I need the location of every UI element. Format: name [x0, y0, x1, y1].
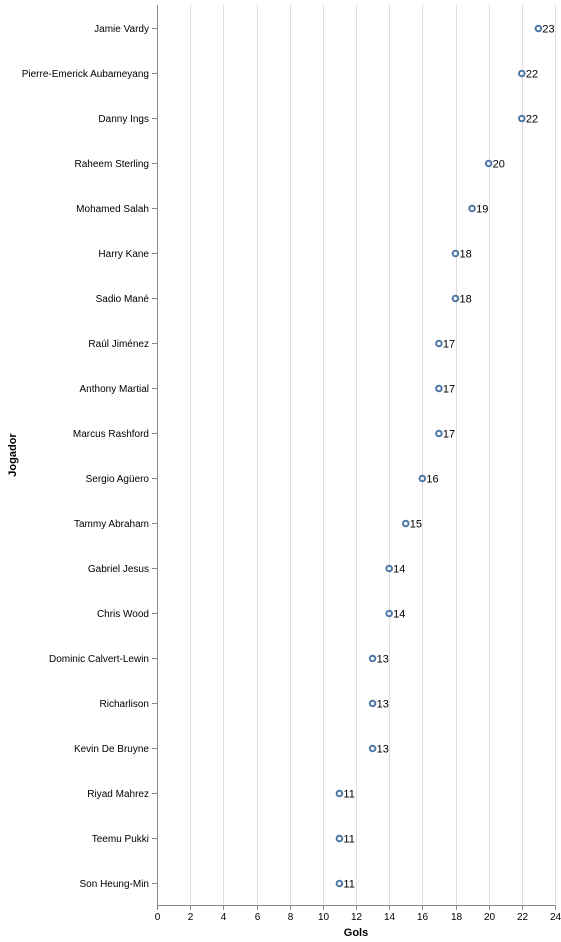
x-tick-label-2: 4 [221, 912, 227, 923]
data-label-4: 19 [476, 204, 488, 216]
y-tick-label-10: Sergio Agüero [86, 474, 150, 485]
data-point-7 [435, 339, 443, 348]
data-label-10: 16 [426, 474, 438, 486]
y-tick-label-13: Chris Wood [97, 609, 149, 620]
y-tick-label-19: Son Heung-Min [80, 879, 149, 890]
data-label-5: 18 [460, 249, 472, 261]
data-point-13 [385, 609, 393, 618]
x-tick-label-12: 24 [550, 912, 561, 923]
data-label-12: 14 [393, 564, 405, 576]
y-axis: Jamie Vardy Pierre-Emerick Aubameyang Dann… [22, 5, 158, 905]
y-tick-label-6: Sadio Mané [96, 294, 150, 305]
data-point-12 [385, 564, 393, 573]
x-tick-label-6: 12 [351, 912, 363, 923]
data-point-4 [468, 204, 476, 213]
data-label-16: 13 [377, 744, 389, 756]
y-tick-label-15: Richarlison [100, 699, 149, 710]
data-label-18: 11 [343, 834, 354, 846]
y-tick-label-5: Harry Kane [98, 249, 149, 260]
x-tick-label-7: 14 [384, 912, 396, 923]
x-tick-label-11: 22 [517, 912, 529, 923]
y-tick-label-1: Pierre-Emerick Aubameyang [22, 69, 149, 80]
y-tick-label-7: Raúl Jiménez [88, 339, 149, 350]
data-marks: 23 22 22 20 19 18 18 17 17 17 16 15 14 14 13 13 13 11 11 11 [335, 24, 555, 891]
x-tick-label-0: 0 [155, 912, 161, 923]
data-label-6: 18 [460, 294, 472, 306]
data-point-8 [435, 384, 443, 393]
data-label-15: 13 [377, 699, 389, 711]
y-tick-label-4: Mohamed Salah [76, 204, 149, 215]
y-tick-label-11: Tammy Abraham [74, 519, 149, 530]
x-tick-label-10: 20 [484, 912, 496, 923]
x-tick-label-8: 16 [417, 912, 429, 923]
data-point-16 [368, 744, 377, 753]
data-point-18 [335, 834, 344, 843]
y-tick-label-16: Kevin De Bruyne [74, 744, 149, 755]
data-label-3: 20 [493, 159, 505, 171]
y-axis-title: Jogador [7, 433, 19, 477]
data-point-6 [451, 294, 460, 303]
data-point-11 [401, 519, 410, 528]
data-point-10 [418, 474, 427, 483]
x-axis-title: Gols [344, 927, 368, 939]
data-point-14 [368, 654, 377, 663]
y-tick-label-2: Danny Ings [98, 114, 149, 125]
data-label-0: 23 [542, 24, 554, 36]
data-label-2: 22 [526, 114, 538, 126]
data-label-17: 11 [343, 789, 354, 801]
data-label-1: 22 [526, 69, 538, 81]
y-tick-label-9: Marcus Rashford [73, 429, 149, 440]
data-point-1 [518, 69, 526, 78]
data-point-2 [518, 114, 526, 123]
data-label-14: 13 [377, 654, 389, 666]
data-label-9: 17 [443, 429, 455, 441]
data-label-8: 17 [443, 384, 455, 396]
grid [157, 5, 556, 905]
x-tick-label-1: 2 [188, 912, 194, 923]
x-axis: 0 2 4 6 8 10 12 14 16 18 20 22 24 [155, 905, 561, 923]
x-tick-label-4: 8 [288, 912, 294, 923]
data-label-11: 15 [410, 519, 422, 531]
data-label-13: 14 [393, 609, 405, 621]
y-tick-label-8: Anthony Martial [80, 384, 149, 395]
x-tick-label-3: 6 [255, 912, 261, 923]
x-tick-label-9: 18 [451, 912, 463, 923]
y-tick-label-12: Gabriel Jesus [88, 564, 149, 575]
data-point-0 [534, 24, 543, 33]
data-point-3 [484, 159, 493, 168]
data-point-9 [435, 429, 443, 438]
data-point-15 [368, 699, 377, 708]
y-tick-label-17: Riyad Mahrez [87, 789, 149, 800]
data-point-17 [335, 789, 344, 798]
data-point-19 [335, 879, 344, 888]
data-label-7: 17 [443, 339, 455, 351]
y-tick-label-14: Dominic Calvert-Lewin [49, 654, 149, 665]
data-label-19: 11 [343, 879, 354, 891]
data-point-5 [451, 249, 460, 258]
y-tick-label-3: Raheem Sterling [75, 159, 149, 170]
y-tick-label-0: Jamie Vardy [94, 24, 149, 35]
y-tick-label-18: Teemu Pukki [92, 834, 149, 845]
x-tick-label-5: 10 [318, 912, 330, 923]
